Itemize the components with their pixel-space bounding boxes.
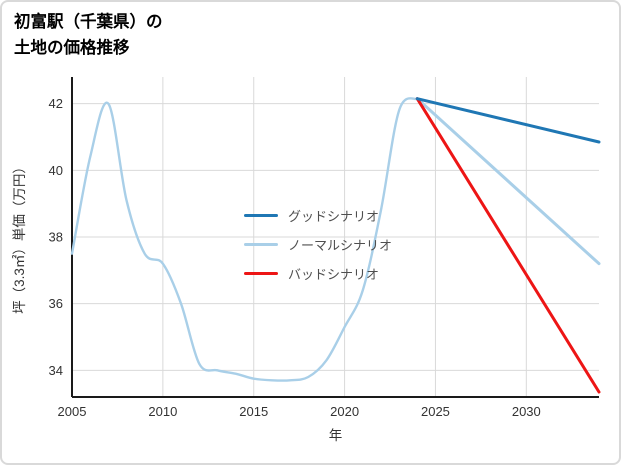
svg-text:40: 40 (49, 163, 63, 178)
svg-text:年: 年 (329, 428, 343, 443)
svg-text:2025: 2025 (421, 404, 450, 419)
svg-text:2015: 2015 (239, 404, 268, 419)
svg-text:42: 42 (49, 96, 63, 111)
chart-title-line2: 土地の価格推移 (14, 38, 130, 57)
chart-title-line1: 初富駅（千葉県）の (14, 13, 163, 31)
legend-line-bad-scenario (244, 272, 278, 275)
svg-text:2030: 2030 (512, 404, 541, 419)
svg-text:38: 38 (49, 230, 63, 245)
svg-text:2005: 2005 (58, 404, 87, 419)
svg-text:36: 36 (49, 296, 63, 311)
legend-line-good-scenario (244, 214, 278, 217)
svg-text:2020: 2020 (330, 404, 359, 419)
svg-text:2010: 2010 (148, 404, 177, 419)
legend-item-bad-scenario: バッドシナリオ (244, 264, 392, 283)
legend-item-good-scenario: グッドシナリオ (244, 206, 392, 225)
chart-legend: グッドシナリオ ノーマルシナリオ バッドシナリオ (244, 206, 392, 283)
legend-label-bad-scenario: バッドシナリオ (288, 267, 380, 282)
chart-title: 初富駅（千葉県）の 土地の価格推移 (14, 10, 163, 61)
legend-item-normal-scenario: ノーマルシナリオ (244, 235, 392, 254)
legend-label-good-scenario: グッドシナリオ (288, 209, 380, 224)
svg-text:34: 34 (49, 363, 63, 378)
svg-text:坪（3.3㎡）単価（万円）: 坪（3.3㎡）単価（万円） (12, 160, 27, 314)
legend-line-normal-scenario (244, 243, 278, 246)
legend-label-normal-scenario: ノーマルシナリオ (288, 238, 393, 253)
